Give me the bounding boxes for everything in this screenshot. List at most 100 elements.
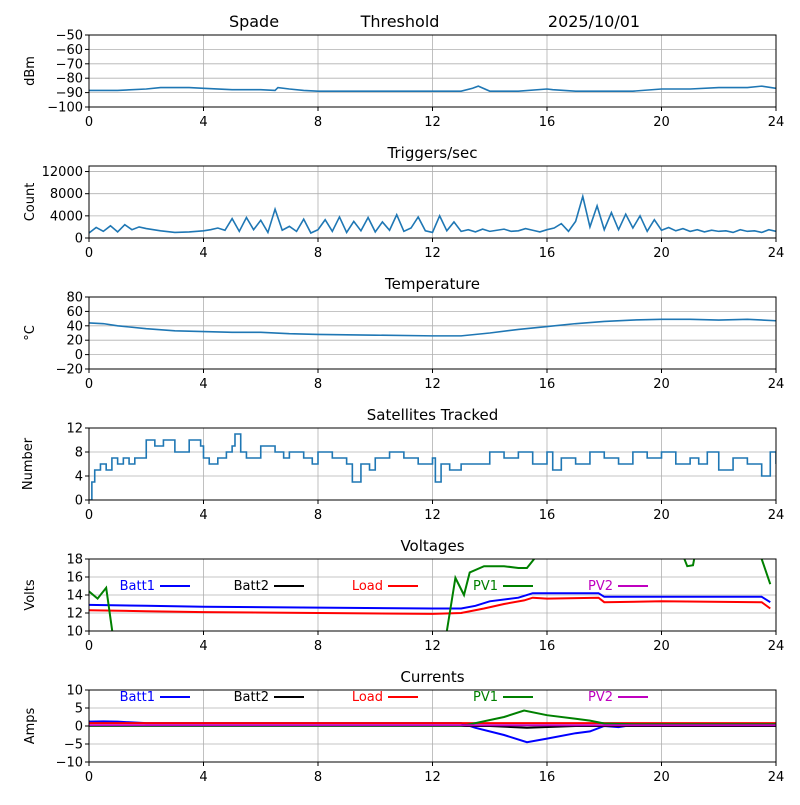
- x-tick-label: 4: [199, 115, 207, 130]
- legend-label-batt1: Batt1: [120, 690, 155, 705]
- axes-frame: [88, 689, 777, 763]
- y-axis-label: Volts: [23, 579, 38, 611]
- x-tick-label: 0: [85, 508, 93, 523]
- x-tick-label: 16: [539, 377, 556, 392]
- x-tick-label: 12: [424, 770, 441, 785]
- y-axis-label: dBm: [23, 56, 38, 86]
- x-tick-label: 4: [199, 377, 207, 392]
- x-tick-label: 4: [199, 770, 207, 785]
- x-tick-label: 16: [539, 246, 556, 261]
- y-tick-label: 12000: [42, 165, 83, 180]
- x-tick-label: 12: [424, 115, 441, 130]
- x-tick-label: 20: [653, 377, 670, 392]
- legend-label-pv2: PV2: [588, 579, 613, 594]
- y-tick-label: 40: [66, 319, 83, 334]
- subplot-4: 0 4 8 12 16 20 24 10 12 14 16 18 Voltages Volts Batt1 B…: [23, 537, 784, 654]
- axes-frame: [88, 558, 777, 632]
- y-tick-label: 18: [66, 553, 83, 568]
- y-tick-label: −90: [56, 86, 83, 101]
- y-tick-label: −80: [56, 72, 83, 87]
- y-tick-label: 8000: [50, 187, 83, 202]
- y-tick-label: −60: [56, 43, 83, 58]
- legend-label-pv1: PV1: [473, 690, 498, 705]
- y-tick-label: 0: [75, 232, 83, 247]
- axes-frame: [88, 165, 777, 239]
- y-tick-label: −10: [56, 756, 83, 771]
- series-line-batt1: [89, 592, 771, 610]
- y-tick-label: 0: [75, 494, 83, 509]
- x-tick-label: 20: [653, 508, 670, 523]
- series-line-pv1: [89, 559, 772, 631]
- y-tick-label: 20: [66, 334, 83, 349]
- y-tick-label: 10: [66, 625, 83, 640]
- legend-label-batt2: Batt2: [234, 579, 269, 594]
- x-tick-label: 20: [653, 639, 670, 654]
- x-tick-label: 8: [314, 246, 322, 261]
- x-tick-label: 8: [314, 770, 322, 785]
- x-tick-label: 24: [768, 246, 785, 261]
- y-axis-label: °C: [23, 325, 38, 341]
- y-tick-label: −70: [56, 57, 83, 72]
- legend-label-pv1: PV1: [473, 579, 498, 594]
- axes-frame: [88, 34, 777, 108]
- x-tick-label: 0: [85, 246, 93, 261]
- x-tick-label: 20: [653, 246, 670, 261]
- legend-label-batt1: Batt1: [120, 579, 155, 594]
- subplot-title: Currents: [400, 668, 464, 686]
- y-axis-label: Number: [21, 437, 36, 490]
- subplot-5: 0 4 8 12 16 20 24 −10 −5 0 5 10 Currents Amps Batt1 Bat…: [23, 668, 784, 785]
- x-tick-label: 0: [85, 377, 93, 392]
- y-tick-label: 14: [66, 589, 83, 604]
- header-right: 2025/10/01: [548, 12, 640, 31]
- x-tick-label: 12: [424, 246, 441, 261]
- subplot-1: 0 4 8 12 16 20 24 0 4000 8000 12000 Triggers/sec Cou…: [23, 144, 784, 261]
- series-line-data: [89, 318, 776, 337]
- subplot-title: Temperature: [384, 275, 480, 293]
- x-tick-label: 16: [539, 508, 556, 523]
- subplot-0: 0 4 8 12 16 20 24 −100−90−80−70−60−50 dBm: [23, 29, 784, 131]
- y-tick-label: −100: [47, 101, 83, 116]
- x-tick-label: 0: [85, 639, 93, 654]
- header-left: Spade: [229, 12, 279, 31]
- legend-label-load: Load: [352, 579, 383, 594]
- x-tick-label: 0: [85, 115, 93, 130]
- y-tick-label: −50: [56, 29, 83, 44]
- subplot-3: 0 4 8 12 16 20 24 0 4 8 12 Satellites Tracked Number: [21, 406, 784, 523]
- x-tick-label: 20: [653, 770, 670, 785]
- x-tick-label: 16: [539, 770, 556, 785]
- x-tick-label: 20: [653, 115, 670, 130]
- y-tick-label: 4: [75, 470, 83, 485]
- series-line-data: [89, 433, 776, 500]
- x-tick-label: 4: [199, 639, 207, 654]
- x-tick-label: 0: [85, 770, 93, 785]
- x-tick-label: 16: [539, 639, 556, 654]
- x-tick-label: 16: [539, 115, 556, 130]
- x-tick-label: 8: [314, 377, 322, 392]
- y-tick-label: 16: [66, 571, 83, 586]
- header-center: Threshold: [360, 12, 440, 31]
- x-tick-label: 24: [768, 508, 785, 523]
- legend-label-load: Load: [352, 690, 383, 705]
- y-tick-label: 12: [66, 422, 83, 437]
- axes-frame: [88, 427, 777, 501]
- y-tick-label: 0: [75, 720, 83, 735]
- y-tick-label: 10: [66, 684, 83, 699]
- x-tick-label: 12: [424, 377, 441, 392]
- x-tick-label: 24: [768, 770, 785, 785]
- y-tick-label: 4000: [50, 209, 83, 224]
- x-tick-label: 24: [768, 115, 785, 130]
- subplot-title: Satellites Tracked: [367, 406, 498, 424]
- y-tick-label: 8: [75, 446, 83, 461]
- axes-frame: [88, 296, 777, 370]
- x-tick-label: 12: [424, 639, 441, 654]
- series-line-data: [89, 85, 776, 92]
- x-tick-label: 4: [199, 246, 207, 261]
- y-tick-label: 12: [66, 607, 83, 622]
- series-line-data: [89, 193, 776, 235]
- y-tick-label: −20: [56, 363, 83, 378]
- y-tick-label: 80: [66, 291, 83, 306]
- x-tick-label: 8: [314, 115, 322, 130]
